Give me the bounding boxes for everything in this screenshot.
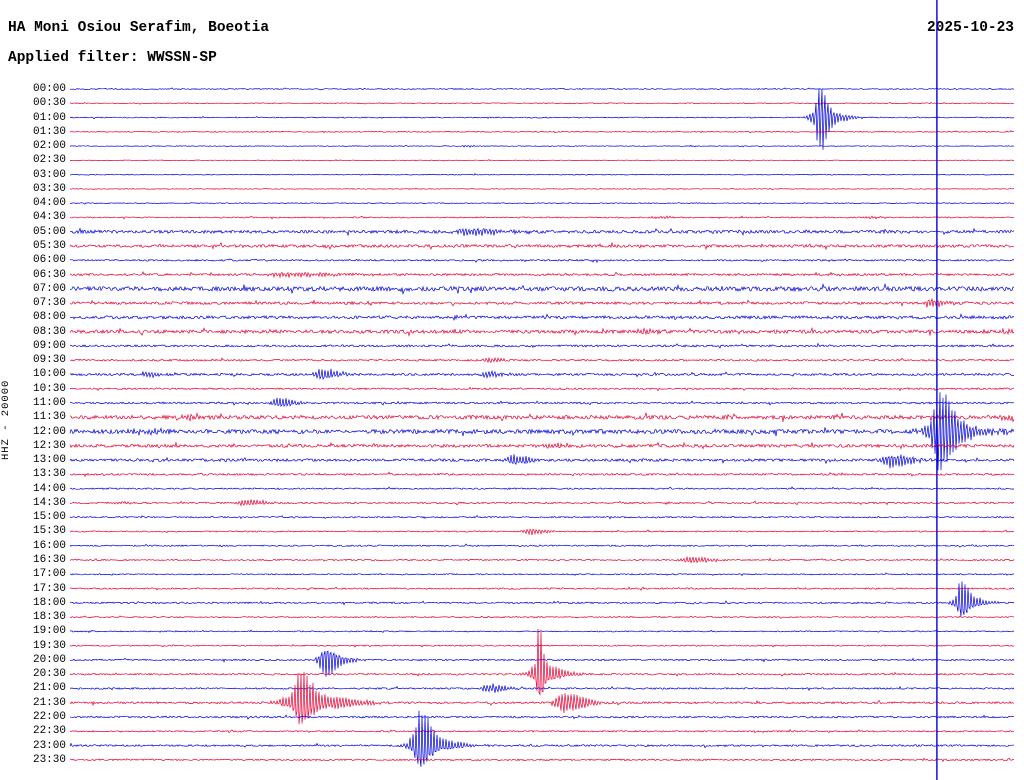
trace-row-07:00 xyxy=(69,282,1015,296)
trace-row-19:30 xyxy=(69,643,1015,648)
trace-row-11:30 xyxy=(69,412,1015,423)
trace-row-03:30 xyxy=(69,187,1014,191)
trace-row-21:30 xyxy=(69,671,1015,725)
trace-row-05:00 xyxy=(69,227,1015,237)
trace-row-14:30 xyxy=(69,499,1015,507)
trace-row-20:30 xyxy=(69,628,1015,696)
trace-row-15:30 xyxy=(69,528,1015,536)
trace-row-16:00 xyxy=(69,543,1015,548)
trace-row-00:30 xyxy=(69,101,1015,105)
trace-row-08:00 xyxy=(69,313,1015,321)
trace-row-17:00 xyxy=(69,572,1015,577)
trace-row-09:00 xyxy=(69,342,1015,349)
applied-filter-label: Applied filter: WWSSN-SP xyxy=(8,50,217,66)
trace-row-21:00 xyxy=(69,683,1015,693)
trace-row-00:00 xyxy=(69,87,1015,91)
trace-row-19:00 xyxy=(69,629,1015,634)
trace-row-23:30 xyxy=(69,757,1015,763)
trace-row-07:30 xyxy=(69,298,1015,308)
trace-row-18:00 xyxy=(69,581,1015,617)
trace-row-04:30 xyxy=(69,215,1015,220)
trace-row-22:30 xyxy=(69,728,1015,734)
trace-row-16:30 xyxy=(69,556,1015,564)
trace-row-12:00 xyxy=(69,392,1015,471)
trace-row-03:00 xyxy=(69,173,1015,176)
trace-row-23:00 xyxy=(69,710,1015,767)
trace-row-20:00 xyxy=(69,650,1015,677)
trace-row-06:30 xyxy=(69,271,1015,279)
trace-row-06:00 xyxy=(69,258,1015,264)
trace-row-10:00 xyxy=(69,368,1015,380)
trace-row-13:00 xyxy=(69,454,1015,469)
trace-row-05:30 xyxy=(69,241,1015,251)
trace-row-13:30 xyxy=(69,471,1015,478)
trace-row-12:30 xyxy=(69,441,1015,450)
trace-row-09:30 xyxy=(69,356,1015,364)
trace-row-15:00 xyxy=(69,515,1015,520)
trace-row-04:00 xyxy=(69,201,1015,205)
trace-row-01:00 xyxy=(69,88,1015,150)
trace-row-11:00 xyxy=(69,397,1015,408)
trace-row-02:30 xyxy=(69,159,1015,162)
trace-row-22:00 xyxy=(69,714,1015,720)
plot-date: 2025-10-23 xyxy=(926,20,1014,36)
trace-row-08:30 xyxy=(69,327,1015,337)
station-title: HA Moni Osiou Serafim, Boeotia xyxy=(8,20,270,36)
trace-row-14:00 xyxy=(69,486,1015,491)
trace-row-10:30 xyxy=(69,386,1015,392)
trace-row-17:30 xyxy=(69,586,1015,591)
trace-row-18:30 xyxy=(69,615,1015,619)
trace-row-02:00 xyxy=(69,144,1015,148)
trace-row-01:30 xyxy=(69,130,1015,134)
